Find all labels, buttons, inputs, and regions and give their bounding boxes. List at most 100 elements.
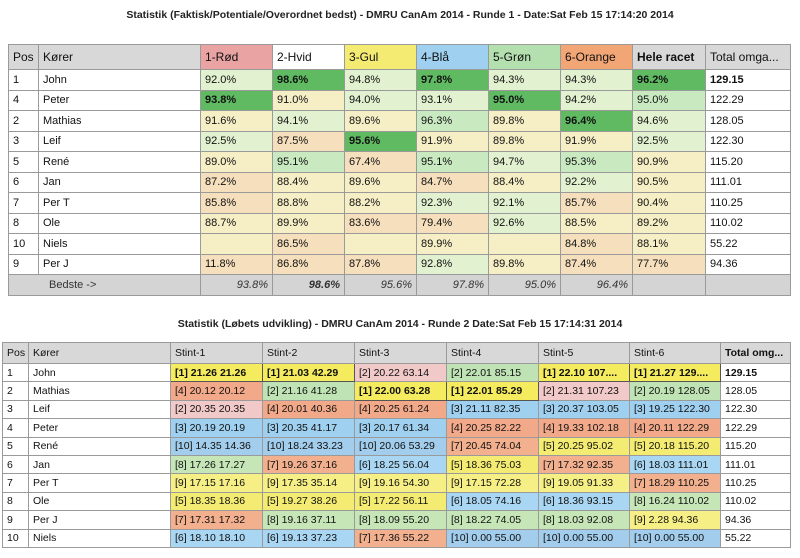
value-cell: 85.8% — [200, 192, 273, 214]
column-header: 6-Orange — [560, 44, 633, 70]
best-cell: 95.0% — [488, 274, 561, 296]
driver-cell: Peter — [38, 89, 201, 111]
best-cell — [632, 274, 706, 296]
value-cell: 111.01 — [705, 171, 791, 193]
stint-cell: [5] 18.35 18.36 — [170, 491, 263, 512]
column-header: Hele racet — [632, 44, 706, 70]
value-cell: 122.30 — [705, 130, 791, 152]
value-cell: 89.6% — [344, 171, 417, 193]
stint-table: Pos Kører Stint-1 Stint-2 Stint-3 Stint-4 Stin… — [2, 342, 791, 548]
driver-cell: Ole — [28, 491, 171, 512]
value-cell: 67.4% — [344, 151, 417, 173]
driver-cell: John — [38, 69, 201, 91]
value-cell: 84.8% — [560, 233, 633, 255]
total-cell: 94.36 — [720, 510, 791, 530]
table-title: Statistik (Faktisk/Potentiale/Overordnet… — [126, 9, 674, 21]
driver-row: 1 John [1] 21.26 21.26 [1] 21.03 42.29 [2] 2… — [2, 362, 791, 383]
stint-cell: [2] 22.01 85.15 — [446, 362, 539, 383]
value-cell: 128.05 — [705, 110, 791, 132]
best-cell: 96.4% — [560, 274, 633, 296]
value-cell: 88.1% — [632, 233, 706, 255]
driver-cell: Peter — [28, 418, 171, 438]
stint-cell: [4] 20.11 122.29 — [629, 418, 721, 438]
value-cell: 129.15 — [705, 69, 791, 91]
stint-cell: [2] 21.31 107.23 — [538, 381, 630, 401]
total-cell: 111.01 — [720, 454, 791, 475]
stint-cell: [4] 20.12 20.12 — [170, 381, 263, 401]
value-cell: 94.6% — [632, 110, 706, 132]
stat-table: Pos Kører 1-Rød 2-Hvid 3-Gul 4-Blå 5-Grøn 6-Ora… — [8, 44, 791, 296]
value-cell: 84.7% — [416, 171, 489, 193]
value-cell: 96.2% — [632, 69, 706, 91]
value-cell: 95.1% — [416, 151, 489, 173]
driver-cell: 3 — [2, 399, 29, 420]
value-cell: 55.22 — [705, 233, 791, 255]
driver-cell: Ole — [38, 212, 201, 234]
value-cell: 85.7% — [560, 192, 633, 214]
best-cell: 95.6% — [344, 274, 417, 296]
stint-cell: [1] 22.01 85.29 — [446, 381, 539, 401]
stint-cell: [6] 18.05 74.16 — [446, 491, 539, 512]
value-cell: 91.9% — [416, 130, 489, 152]
value-cell: 122.29 — [705, 89, 791, 111]
stint-cell: [2] 21.16 41.28 — [262, 381, 355, 401]
column-header: Total omg... — [720, 342, 791, 364]
stint-cell: [7] 17.36 55.22 — [354, 528, 447, 548]
stint-cell: [3] 20.35 41.17 — [262, 418, 355, 438]
stint-cell: [9] 19.05 91.33 — [538, 473, 630, 493]
value-cell: 94.2% — [560, 89, 633, 111]
value-cell: 91.6% — [200, 110, 273, 132]
stint-cell: [3] 19.25 122.30 — [629, 399, 721, 420]
value-cell: 77.7% — [632, 253, 706, 275]
value-cell: 91.9% — [560, 130, 633, 152]
driver-cell: Mathias — [28, 381, 171, 401]
stint-cell: [6] 18.10 18.10 — [170, 528, 263, 548]
driver-cell: Per J — [28, 510, 171, 530]
stint-cell: [4] 20.01 40.36 — [262, 399, 355, 420]
stint-cell: [2] 20.35 20.35 — [170, 399, 263, 420]
value-cell: 88.2% — [344, 192, 417, 214]
driver-cell: John — [28, 362, 171, 383]
value-cell: 94.3% — [560, 69, 633, 91]
total-cell: 122.30 — [720, 399, 791, 420]
stint-cell: [8] 17.26 17.27 — [170, 454, 263, 475]
driver-cell: 6 — [8, 171, 39, 193]
driver-cell: Jan — [38, 171, 201, 193]
driver-cell: 10 — [8, 233, 39, 255]
stint-cell: [1] 22.10 107.... — [538, 362, 630, 383]
stint-cell: [10] 18.24 33.23 — [262, 436, 355, 456]
value-cell — [488, 233, 561, 255]
best-cell: Bedste -> — [8, 274, 201, 296]
stint-cell: [8] 18.09 55.20 — [354, 510, 447, 530]
value-cell: 87.8% — [344, 253, 417, 275]
driver-row: 10 Niels 86.5% 89.9% 84.8% 88.1% 55.22 — [8, 233, 791, 255]
best-cell — [705, 274, 791, 296]
value-cell — [344, 233, 417, 255]
value-cell: 87.5% — [272, 130, 345, 152]
value-cell: 88.8% — [272, 192, 345, 214]
value-cell: 89.0% — [200, 151, 273, 173]
value-cell: 89.9% — [272, 212, 345, 234]
value-cell: 93.8% — [200, 89, 273, 111]
driver-cell: 7 — [8, 192, 39, 214]
stint-cell: [9] 17.15 72.28 — [446, 473, 539, 493]
value-cell: 97.8% — [416, 69, 489, 91]
value-cell: 88.4% — [272, 171, 345, 193]
column-header: Pos — [8, 44, 39, 70]
best-cell: 98.6% — [272, 274, 345, 296]
stint-cell: [2] 20.19 128.05 — [629, 381, 721, 401]
stint-cell: [6] 18.36 93.15 — [538, 491, 630, 512]
stint-cell: [3] 20.19 20.19 — [170, 418, 263, 438]
value-cell: 94.8% — [344, 69, 417, 91]
column-header: Total omga... — [705, 44, 791, 70]
value-cell: 96.3% — [416, 110, 489, 132]
best-row: Bedste -> 93.8% 98.6% 95.6% 97.8% 95.0% 96.4% — [8, 274, 791, 296]
driver-cell: 7 — [2, 473, 29, 493]
driver-cell: 4 — [8, 89, 39, 111]
column-header: Stint-5 — [538, 342, 630, 364]
value-cell: 92.3% — [416, 192, 489, 214]
value-cell: 88.5% — [560, 212, 633, 234]
value-cell: 89.8% — [488, 253, 561, 275]
value-cell: 89.8% — [488, 130, 561, 152]
